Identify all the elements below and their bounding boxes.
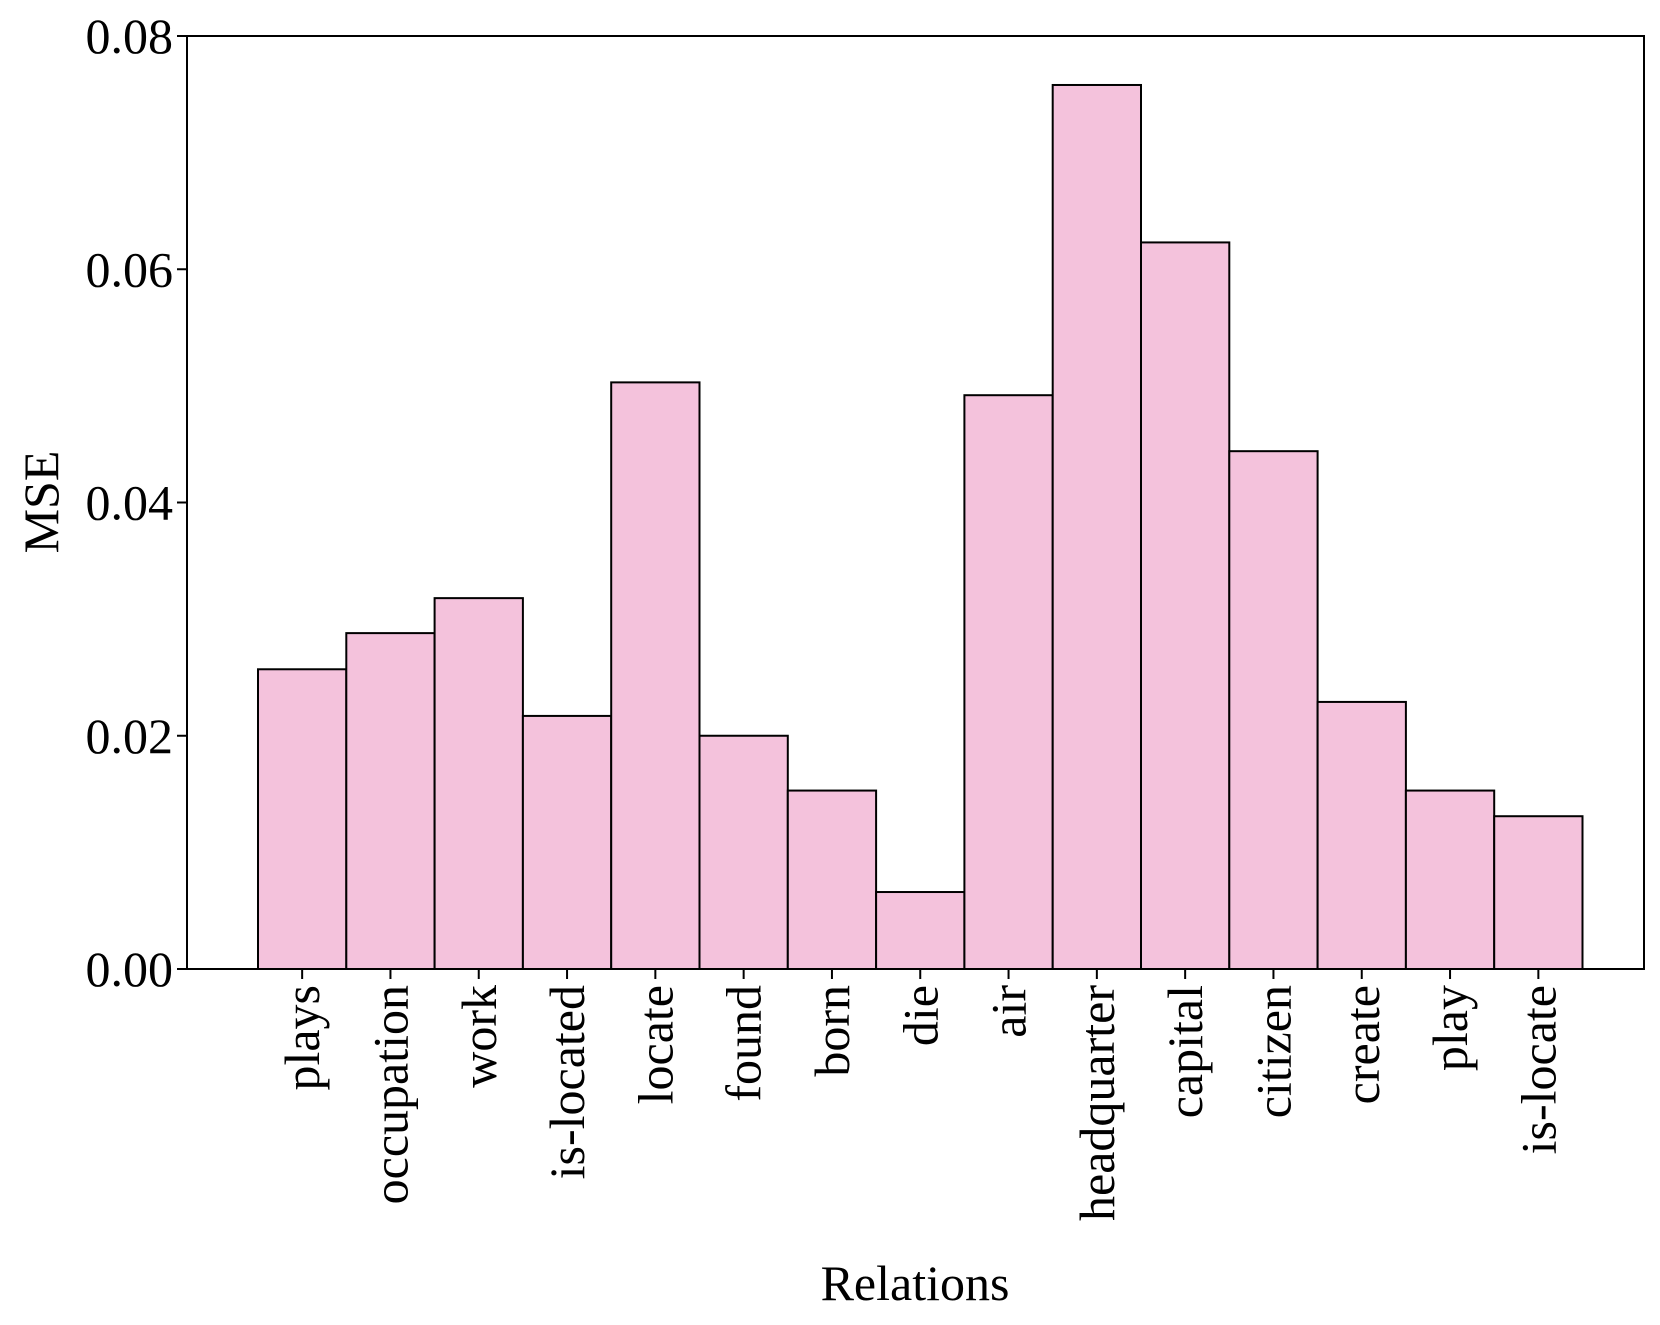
- bar-play: [1404, 789, 1496, 970]
- bar-air: [963, 394, 1054, 970]
- x-tick-label: create: [1334, 985, 1390, 1104]
- y-tick-label: 0.08: [86, 8, 174, 64]
- x-tick-label: work: [451, 985, 507, 1088]
- bar-headquarter: [1051, 83, 1142, 971]
- bar-plays: [257, 668, 348, 970]
- bar-die: [875, 891, 966, 971]
- y-axis: 0.00 0.02 0.04 0.06 0.08: [86, 8, 187, 997]
- x-tick-label: is-located: [539, 985, 595, 1179]
- x-tick-label: is-locate: [1510, 985, 1566, 1154]
- y-tick-label: 0.02: [86, 708, 174, 764]
- bar-born: [786, 789, 878, 970]
- bar-locate: [610, 381, 701, 971]
- x-tick-label: occupation: [362, 985, 418, 1204]
- bar-found: [698, 734, 789, 970]
- y-tick-label: 0.06: [86, 241, 174, 297]
- x-axis: plays occupation work is-located locate found…: [274, 969, 1566, 1221]
- x-tick-label: born: [804, 985, 860, 1077]
- x-tick-label: headquarter: [1069, 985, 1125, 1221]
- y-tick-label: 0.00: [86, 941, 174, 997]
- bar-is-located: [521, 714, 613, 971]
- y-tick-label: 0.04: [86, 475, 174, 531]
- x-tick-label: plays: [274, 985, 330, 1091]
- bar-work: [433, 597, 524, 970]
- x-tick-label: die: [892, 985, 948, 1046]
- x-tick-label: found: [716, 985, 772, 1102]
- bar-capital: [1140, 241, 1231, 970]
- bar-is-locate: [1493, 815, 1584, 970]
- x-tick-label: capital: [1157, 985, 1213, 1118]
- y-axis-title: MSE: [13, 451, 69, 554]
- x-tick-label: citizen: [1245, 985, 1301, 1118]
- bar-citizen: [1228, 450, 1319, 970]
- bar-create: [1316, 700, 1407, 971]
- bars-group: [257, 83, 1584, 971]
- x-tick-label: locate: [627, 985, 683, 1104]
- x-tick-label: air: [981, 985, 1037, 1038]
- bar-occupation: [345, 632, 436, 970]
- x-tick-label: play: [1422, 985, 1478, 1071]
- x-axis-title: Relations: [821, 1255, 1010, 1311]
